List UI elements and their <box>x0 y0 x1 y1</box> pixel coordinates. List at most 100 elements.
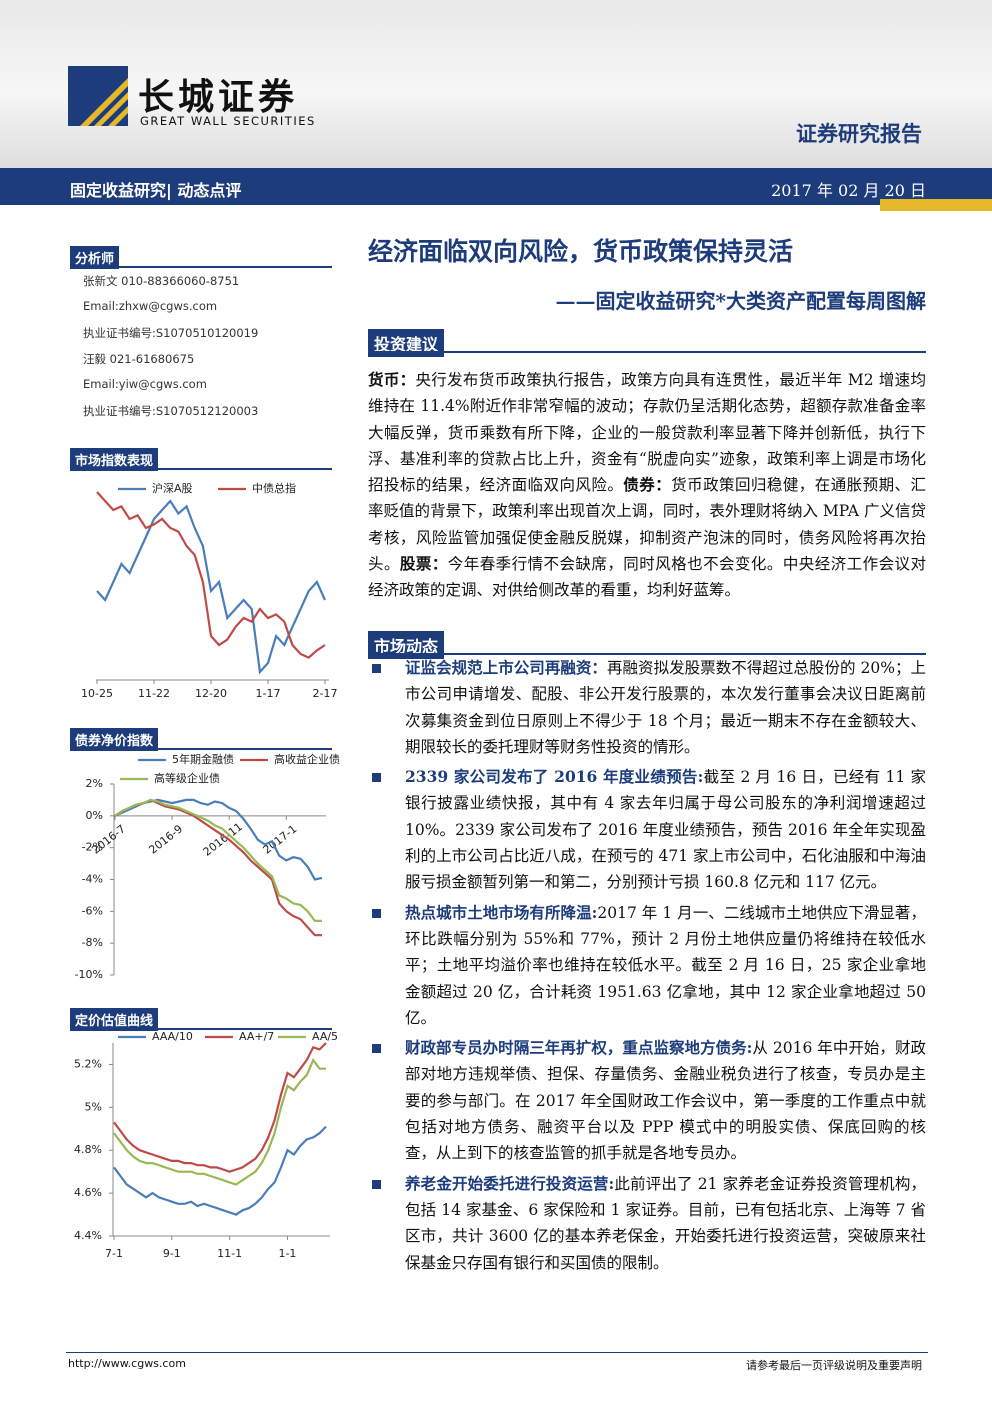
rule <box>368 351 926 353</box>
news-item: 养老金开始委托进行投资运营:此前评出了 21 家养老金证券投资管理机构，包括 1… <box>368 1171 926 1276</box>
header-band <box>0 0 992 168</box>
item-title: 证监会规范上市公司再融资： <box>405 658 607 677</box>
y-tick-label: 5.2% <box>74 1057 102 1070</box>
bullet <box>372 664 381 673</box>
y-tick-label: 0% <box>86 809 103 822</box>
gold-strip <box>880 199 992 211</box>
legend-label: 沪深A股 <box>152 481 193 495</box>
x-tick-label: 1-17 <box>256 687 281 700</box>
line-series <box>113 1042 327 1173</box>
logo-en: GREAT WALL SECURITIES <box>140 114 316 128</box>
item-title: 热点城市土地市场有所降温: <box>405 902 598 922</box>
x-tick-label: 7-1 <box>105 1247 123 1260</box>
chart-title: 定价估值曲线 <box>70 1008 159 1031</box>
line-series <box>113 1058 326 1186</box>
bullet <box>372 908 381 918</box>
news-item: 证监会规范上市公司再融资：再融资拟发股票数不得超过总股份的 20%；上市公司申请… <box>368 655 926 760</box>
y-tick-label: -8% <box>82 936 103 949</box>
item-text: 2017 年 1 月一、二线城市土地供应下滑显著，环比跌幅分别为 55%和 77… <box>405 903 926 1027</box>
rule <box>70 1028 332 1030</box>
analyst-line: 执业证书编号:S1070512120003 <box>83 404 259 418</box>
analyst-line: 汪毅 021-61680675 <box>83 352 195 366</box>
chart-title: 债券净价指数 <box>70 728 159 751</box>
line-series <box>96 499 327 675</box>
legend-label: 中债总指 <box>252 481 296 495</box>
legend-label: 高等级企业债 <box>154 771 220 785</box>
y-tick-label: 5% <box>85 1100 102 1113</box>
item-title: 2339 家公司发布了 2016 年度业绩预告: <box>405 767 704 787</box>
line-series <box>114 798 323 881</box>
run: 货币政策回归稳健，在通胀预期、汇率贬值的背景下，政策利率出现首次上调，同时，表外… <box>368 476 926 574</box>
line-series <box>114 798 322 923</box>
rule <box>70 468 332 470</box>
title: 经济面临双向风险，货币政策保持灵活 <box>368 237 794 266</box>
x-tick-label: 12-20 <box>195 687 227 700</box>
x-tick-label: 1-1 <box>278 1247 296 1260</box>
run: 今年春季行情不会缺席，同时风格也不会变化。中央经济工作会议对经济政策的定调、对供… <box>368 555 926 600</box>
rule <box>70 748 332 750</box>
y-tick-label: -10% <box>75 968 103 981</box>
run-bold: 股票： <box>399 554 448 574</box>
run-bold: 货币： <box>368 370 416 389</box>
run: 央行发布货币政策执行报告，政策方向具有连贯性，最近半年 M2 增速均维持在 11… <box>368 371 926 495</box>
x-tick-label: 2-17 <box>313 687 338 700</box>
rule <box>70 266 332 268</box>
x-tick-label: 2017-1 <box>261 822 300 856</box>
item-text: 此前评出了 21 家养老金证券投资管理机构，包括 14 家基金、6 家保险和 1… <box>405 1174 926 1272</box>
y-tick-label: -4% <box>82 873 103 886</box>
footer-rule <box>66 1352 928 1353</box>
news-list: 证监会规范上市公司再融资：再融资拟发股票数不得超过总股份的 20%；上市公司申请… <box>368 655 926 1280</box>
news-item: 2339 家公司发布了 2016 年度业绩预告:截至 2 月 16 日，已经有 … <box>368 764 926 895</box>
rule <box>368 653 926 655</box>
logo-mark <box>68 66 128 126</box>
sidebar-charts: 10-25 11-22 12-20 1-17 2-17 沪深A股 中债总指 2% 0% -2% -4… <box>74 481 340 1260</box>
x-tick-label: 11-22 <box>138 687 170 700</box>
x-tick-label: 2016-7 <box>89 822 128 856</box>
legend-label: AAA/10 <box>152 1030 193 1043</box>
footer-note: 请参考最后一页评级说明及重要声明 <box>746 1359 922 1372</box>
item-text: 从 2016 年中开始，财政部对地方违规举债、担保、存量债务、金融业税负进行了核… <box>405 1039 926 1163</box>
date: 2017 年 02 月 20 日 <box>771 181 926 200</box>
bullet <box>372 1179 381 1189</box>
chart-title: 市场指数表现 <box>70 448 159 471</box>
subtitle: ——固定收益研究*大类资产配置每周图解 <box>555 289 926 313</box>
category-bar <box>0 168 992 205</box>
item-text: 截至 2 月 16 日，已经有 11 家银行披露业绩快报，其中有 4 家去年归属… <box>405 768 926 892</box>
y-tick-label: 4.8% <box>74 1143 102 1156</box>
x-tick-label: 9-1 <box>163 1247 181 1260</box>
legend-label: 高收益企业债 <box>274 752 340 766</box>
analyst-heading: 分析师 <box>70 246 120 269</box>
item-text: 再融资拟发股票数不得超过总股份的 20%；上市公司申请增发、配股、非公开发行股票… <box>405 659 926 756</box>
bullet <box>372 1044 381 1054</box>
x-tick-label: 2016-9 <box>146 822 185 856</box>
news-item: 财政部专员办时隔三年再扩权，重点监察地方债务:从 2016 年中开始，财政部对地… <box>368 1035 926 1166</box>
report-type: 证券研究报告 <box>796 122 922 146</box>
line-series <box>113 1125 327 1216</box>
run-bold: 债券： <box>623 475 672 495</box>
line-series <box>114 798 322 937</box>
bullet <box>372 773 381 783</box>
x-tick-label: 10-25 <box>81 687 113 700</box>
y-tick-label: -6% <box>82 904 103 917</box>
analyst-line: 张新文 010-88366060-8751 <box>83 274 240 288</box>
analyst-line: Email:zhxw@cgws.com <box>83 299 218 313</box>
y-tick-label: 4.6% <box>74 1186 102 1199</box>
category: 固定收益研究| 动态点评 <box>70 181 242 200</box>
item-title: 财政部专员办时隔三年再扩权，重点监察地方债务: <box>405 1038 753 1058</box>
x-tick-label: 11-1 <box>217 1247 242 1260</box>
item-title: 养老金开始委托进行投资运营: <box>405 1173 615 1193</box>
y-tick-label: 2% <box>86 777 103 790</box>
legend-label: AA/5 <box>312 1030 338 1043</box>
footer-url: http://www.cgws.com <box>68 1357 186 1370</box>
news-item: 热点城市土地市场有所降温:2017 年 1 月一、二线城市土地供应下滑显著，环比… <box>368 900 926 1031</box>
analyst-line: Email:yiw@cgws.com <box>83 377 207 391</box>
paragraph: 货币：央行发布货币政策执行报告，政策方向具有连贯性，最近半年 M2 增速均维持在… <box>368 367 926 604</box>
analyst-line: 执业证书编号:S1070510120019 <box>83 326 259 340</box>
legend-label: AA+/7 <box>239 1030 274 1043</box>
y-tick-label: 4.4% <box>74 1229 102 1242</box>
line-series <box>96 491 326 659</box>
legend-label: 5年期金融债 <box>172 752 234 766</box>
logo-cn: 长城证券 <box>138 77 299 118</box>
y-tick-label: -2% <box>82 841 103 854</box>
